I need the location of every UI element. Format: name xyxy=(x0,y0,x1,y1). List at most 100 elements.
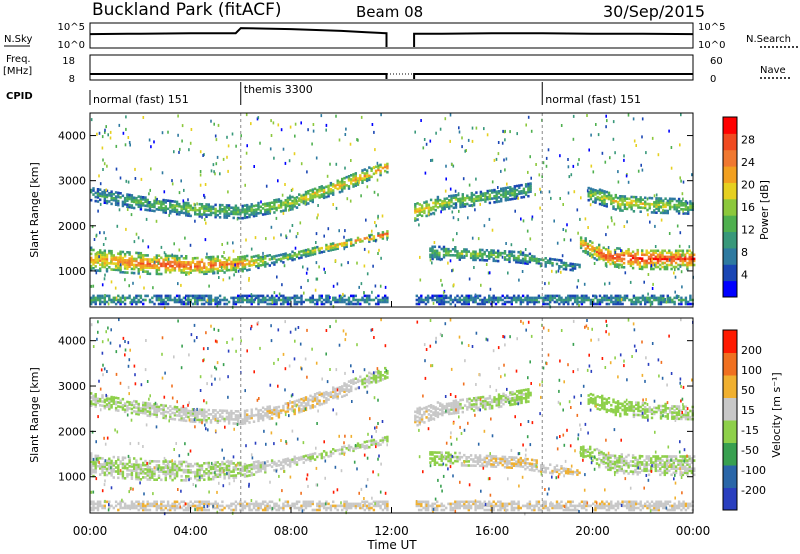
heatmap-cell xyxy=(650,196,654,200)
heatmap-cell xyxy=(414,219,417,222)
heatmap-cell xyxy=(108,399,111,403)
heatmap-cell xyxy=(216,475,219,478)
heatmap-cell xyxy=(587,226,589,229)
heatmap-cell xyxy=(255,265,258,268)
heatmap-cell xyxy=(126,208,129,211)
heatmap-cell xyxy=(635,200,638,203)
heatmap-cell xyxy=(157,466,161,469)
heatmap-cell xyxy=(422,146,425,150)
heatmap-cell xyxy=(631,299,633,302)
heatmap-cell xyxy=(160,272,163,276)
heatmap-cell xyxy=(665,267,669,271)
heatmap-cell xyxy=(187,210,190,213)
heatmap-cell xyxy=(128,407,131,410)
heatmap-cell xyxy=(137,255,140,259)
heatmap-cell xyxy=(248,277,250,280)
cpid-segment-1: themis 3300 xyxy=(244,83,313,96)
heatmap-cell xyxy=(164,270,167,274)
heatmap-cell xyxy=(135,201,138,204)
heatmap-cell xyxy=(103,302,106,306)
heatmap-cell xyxy=(568,175,571,179)
heatmap-cell xyxy=(200,464,204,467)
heatmap-cell xyxy=(447,251,450,255)
heatmap-cell xyxy=(279,259,283,263)
heatmap-cell xyxy=(175,208,179,212)
heatmap-cell xyxy=(108,463,111,467)
heatmap-cell xyxy=(293,152,296,156)
heatmap-cell xyxy=(153,258,156,261)
heatmap-cell xyxy=(620,249,623,253)
heatmap-cell xyxy=(216,300,219,304)
heatmap-cell xyxy=(684,253,687,257)
heatmap-cell xyxy=(573,190,576,194)
heatmap-cell xyxy=(374,296,378,300)
heatmap-cell xyxy=(427,212,430,216)
heatmap-cell xyxy=(359,302,362,306)
heatmap-cell xyxy=(180,261,183,264)
heatmap-cell xyxy=(125,127,127,131)
heatmap-cell xyxy=(221,243,223,246)
heatmap-cell xyxy=(675,294,679,298)
heatmap-cell xyxy=(200,205,204,208)
heatmap-cell xyxy=(246,466,249,470)
heatmap-cell xyxy=(635,198,638,201)
heatmap-cell xyxy=(474,258,477,262)
heatmap-cell xyxy=(117,264,120,268)
heatmap-cell xyxy=(500,199,503,203)
heatmap-cell xyxy=(492,257,495,261)
heatmap-cell xyxy=(187,214,190,217)
heatmap-cell xyxy=(442,247,446,251)
heatmap-cell xyxy=(530,254,534,258)
heatmap-cell xyxy=(550,295,552,299)
heatmap-cell xyxy=(564,265,568,269)
heatmap-cell xyxy=(108,298,111,302)
heatmap-cell xyxy=(243,417,247,421)
heatmap-cell xyxy=(194,210,197,214)
heatmap-cell xyxy=(214,463,217,466)
heatmap-cell xyxy=(381,231,385,234)
heatmap-cell xyxy=(105,188,107,192)
heatmap-cell xyxy=(616,196,620,200)
heatmap-cell xyxy=(185,477,188,480)
heatmap-cell xyxy=(148,461,152,465)
heatmap-cell xyxy=(142,266,145,269)
heatmap-cell xyxy=(119,258,122,262)
heatmap-cell xyxy=(232,302,235,306)
heatmap-cell xyxy=(379,235,382,239)
heatmap-cell xyxy=(535,296,538,300)
heatmap-cell xyxy=(632,210,636,213)
heatmap-cell xyxy=(621,203,624,206)
heatmap-cell xyxy=(193,202,195,206)
heatmap-cell xyxy=(277,405,281,409)
heatmap-cell xyxy=(232,418,235,421)
heatmap-cell xyxy=(327,245,330,248)
heatmap-cell xyxy=(275,464,278,467)
heatmap-cell xyxy=(616,294,620,298)
heatmap-cell xyxy=(182,470,186,474)
heatmap-cell xyxy=(589,193,593,197)
nave-tick-high: 60 xyxy=(710,56,723,67)
heatmap-cell xyxy=(595,250,599,253)
heatmap-cell xyxy=(140,177,143,181)
heatmap-cell xyxy=(381,374,385,377)
heatmap-cell xyxy=(284,462,287,465)
heatmap-cell xyxy=(576,208,579,212)
heatmap-cell xyxy=(227,169,229,173)
heatmap-cell xyxy=(157,409,161,413)
heatmap-cell xyxy=(275,200,278,204)
heatmap-cell xyxy=(363,298,366,302)
heatmap-cell xyxy=(562,267,565,271)
heatmap-cell xyxy=(189,271,192,274)
heatmap-cell xyxy=(273,261,276,264)
heatmap-cell xyxy=(146,402,149,405)
heatmap-cell xyxy=(281,193,284,197)
heatmap-cell xyxy=(289,407,292,411)
heatmap-cell xyxy=(162,462,165,465)
heatmap-cell xyxy=(241,204,244,208)
heatmap-cell xyxy=(564,300,568,304)
heatmap-cell xyxy=(90,298,93,302)
heatmap-cell xyxy=(625,203,629,207)
heatmap-cell xyxy=(634,254,637,258)
heatmap-cell xyxy=(491,189,494,192)
heatmap-cell xyxy=(668,129,670,133)
